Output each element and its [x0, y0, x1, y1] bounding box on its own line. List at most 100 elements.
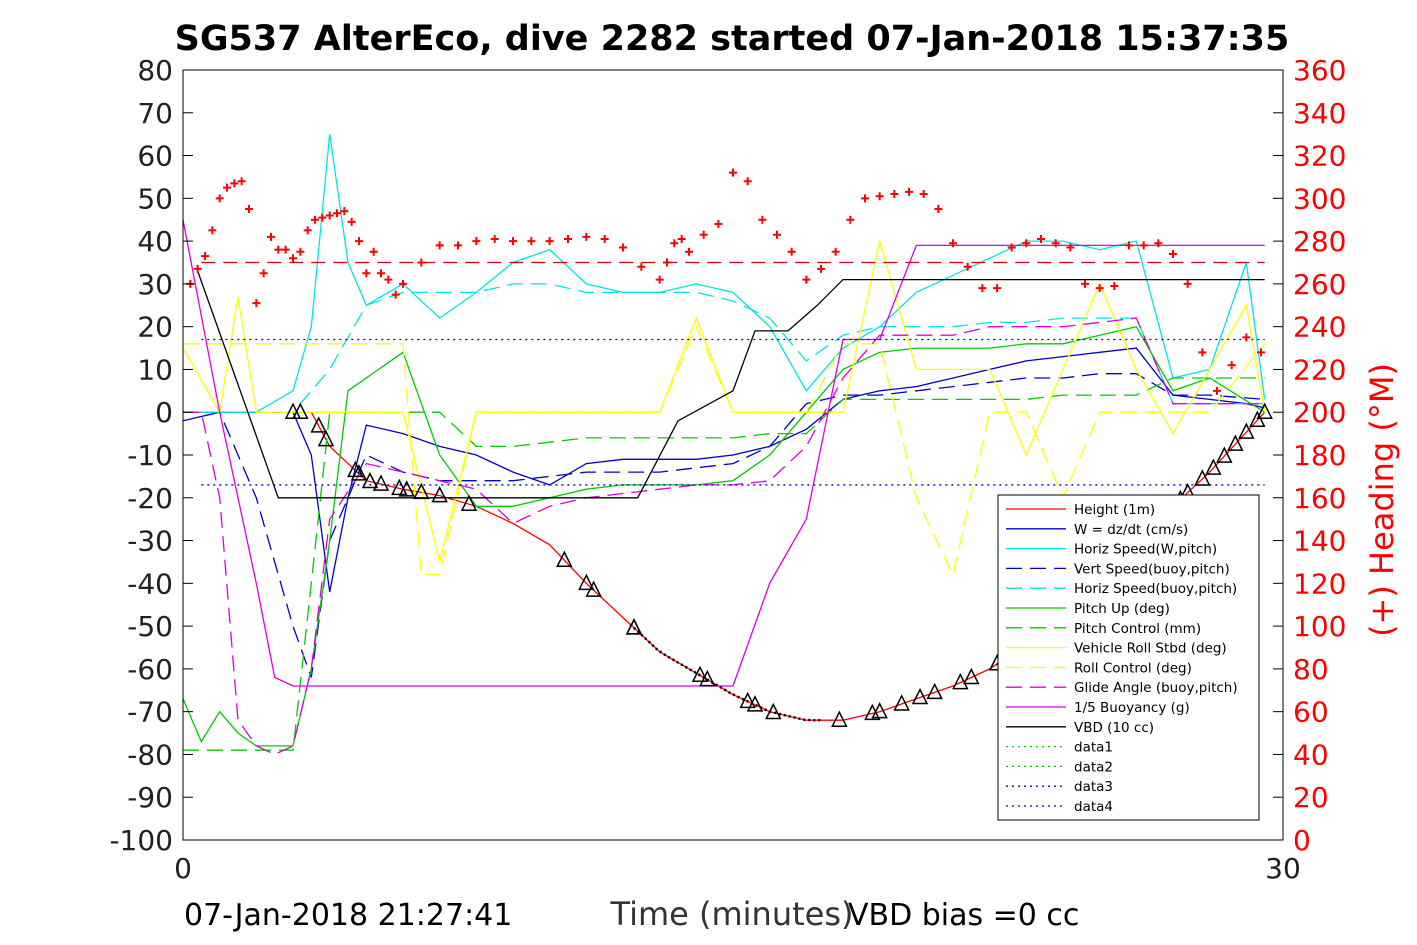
heading-markers: [186, 168, 1265, 395]
heading-point: [655, 275, 664, 284]
depth-marker: [831, 710, 848, 727]
heading-point: [600, 234, 609, 243]
heading-point: [1227, 361, 1236, 370]
heading-point: [377, 269, 385, 278]
depth-marker: [460, 494, 478, 511]
depth-marker: [871, 701, 888, 719]
heading-point: [252, 299, 261, 308]
heading-point: [663, 258, 671, 267]
right-tick-label: 20: [1293, 781, 1329, 814]
heading-point: [817, 264, 825, 273]
heading-point: [978, 284, 987, 293]
right-tick-label: 140: [1293, 525, 1346, 558]
depth-marker: [413, 482, 430, 500]
right-tick-label: 360: [1293, 54, 1346, 87]
left-tick-label: 80: [137, 54, 173, 87]
left-tick-label: 70: [137, 97, 173, 130]
depth-marker: [361, 471, 379, 489]
heading-point: [259, 269, 268, 278]
heading-point: [619, 243, 627, 252]
heading-point: [347, 217, 356, 226]
heading-point: [714, 220, 723, 228]
depth-marker: [585, 580, 602, 597]
right-tick-label: 180: [1293, 439, 1346, 472]
heading-point: [582, 232, 591, 241]
legend-label: Horiz Speed(buoy,pitch): [1074, 581, 1237, 597]
right-tick-label: 80: [1293, 653, 1329, 686]
heading-point: [637, 262, 646, 271]
heading-point: [861, 194, 869, 203]
series-line-horiz-speed-w-pitch-: [183, 134, 1266, 413]
footer-vbd-bias: VBD bias =0 cc: [848, 898, 1080, 933]
heading-point: [743, 177, 752, 186]
legend: Height (1m) W = dz/dt (cm/s) Horiz Speed(W…: [997, 494, 1260, 821]
heading-point: [340, 207, 349, 216]
heading-point: [223, 183, 231, 192]
left-tick-label: -80: [127, 738, 173, 771]
left-tick-label: -50: [127, 610, 173, 643]
heading-point: [773, 230, 781, 239]
right-axis-label: (+) Heading (°M): [1363, 363, 1401, 637]
depth-marker: [578, 573, 595, 591]
right-tick-label: 200: [1293, 396, 1346, 429]
left-tick-label: 50: [137, 182, 173, 215]
heading-point: [1154, 239, 1163, 248]
heading-point: [1066, 243, 1075, 252]
left-tick-label: 10: [137, 353, 173, 386]
heading-point: [355, 237, 363, 246]
depth-marker: [317, 429, 335, 447]
heading-point: [1037, 234, 1045, 243]
legend-label: Vehicle Roll Stbd (deg): [1074, 641, 1227, 657]
legend-label: 1/5 Buoyancy (g): [1074, 700, 1190, 716]
footer-timestamp: 07-Jan-2018 21:27:41: [184, 898, 513, 933]
left-tick-label: -70: [127, 696, 173, 729]
left-tick-label: -20: [127, 482, 173, 515]
right-tick-label: 340: [1293, 97, 1346, 130]
heading-point: [435, 241, 444, 250]
depth-marker: [391, 478, 408, 496]
axes: 80706050403020100-10-20-30-40-50-60-70-8…: [109, 54, 1346, 885]
legend-label: Roll Control (deg): [1074, 660, 1192, 676]
depth-marker: [372, 474, 390, 491]
heading-point: [905, 187, 913, 196]
heading-point: [281, 245, 290, 254]
depth-marker: [347, 460, 364, 478]
depth-marker: [1249, 410, 1266, 427]
left-tick-label: 60: [137, 140, 173, 173]
heading-point: [454, 241, 462, 250]
heading-point: [1051, 239, 1060, 248]
depth-marker: [310, 416, 327, 433]
legend-label: Horiz Speed(W,pitch): [1074, 542, 1217, 558]
legend-label: data1: [1074, 740, 1113, 756]
left-tick-label: -60: [127, 653, 173, 686]
heading-point: [391, 290, 400, 299]
series-line-w-dz-dt-cm-s-: [183, 347, 1265, 593]
series-line-horiz-speed-buoy-pitch-: [183, 283, 1265, 413]
legend-label: Pitch Up (deg): [1074, 601, 1170, 617]
legend-label: data4: [1074, 799, 1113, 815]
heading-point: [685, 247, 693, 256]
heading-point: [729, 168, 737, 177]
legend-label: data2: [1074, 759, 1113, 775]
right-tick-label: 40: [1293, 738, 1329, 771]
heading-point: [1110, 282, 1119, 291]
depth-marker: [1238, 422, 1255, 439]
legend-label: W = dz/dt (cm/s): [1074, 522, 1188, 538]
right-tick-label: 240: [1293, 311, 1346, 344]
legend-label: VBD (10 cc): [1074, 720, 1154, 736]
series-line-vehicle-roll-stbd-deg-: [183, 240, 1266, 563]
x-tick-label: 30: [1265, 852, 1301, 885]
heading-point: [215, 194, 224, 203]
heading-point: [1139, 241, 1148, 250]
heading-point: [1007, 243, 1016, 252]
left-tick-label: -10: [127, 439, 173, 472]
depth-marker: [893, 694, 910, 711]
heading-point: [472, 237, 481, 246]
heading-point: [1169, 249, 1177, 258]
x-axis-label: Time (minutes): [610, 895, 854, 933]
chart-title: SG537 AlterEco, dive 2282 started 07-Jan…: [175, 19, 1290, 59]
depth-marker: [739, 691, 756, 709]
depth-marker: [1256, 402, 1273, 419]
left-tick-label: 40: [137, 225, 173, 258]
heading-point: [417, 258, 426, 267]
